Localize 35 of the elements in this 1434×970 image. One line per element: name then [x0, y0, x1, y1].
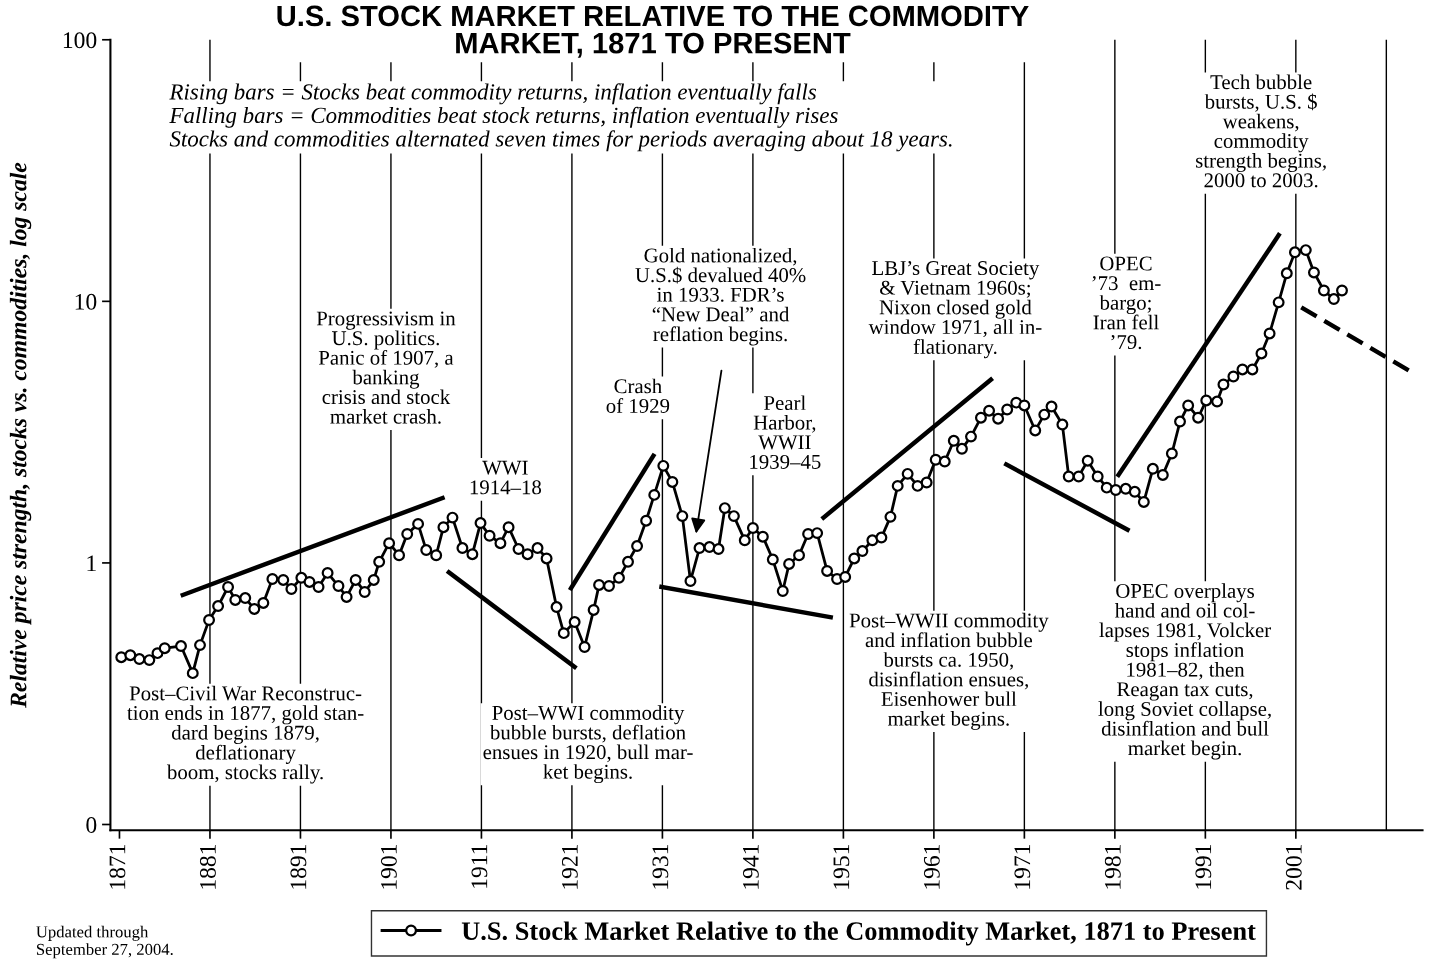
- x-tick-label: 1871: [109, 844, 126, 889]
- annotation: Post–WWI commodity bubble bursts, deflation ensues in 1920, bull mar- ket begins.: [483, 705, 693, 784]
- x-tick-label: 1931: [652, 844, 669, 889]
- text: Rising bars = Stocks beat commodity returns, inflation eventually falls Falling bars = Commodities beat stock returns, inflation eventually rises Stocks and commodities alternated seven times for periods averaging about 18 years.: [169, 83, 952, 152]
- annotation: OPEC ’73 em- bargo; Iran fell ’79.: [1092, 256, 1161, 350]
- x-tick-label: 1951: [833, 844, 850, 889]
- annotation: LBJ’s Great Society & Vietnam 1960s; Nixon closed gold window 1971, all in- flationary.: [868, 261, 1042, 359]
- x-tick-label: 1971: [1014, 844, 1031, 889]
- x-tick-label: 1891: [290, 844, 307, 889]
- x-tick-label: 1981: [1104, 844, 1121, 889]
- y-tick-label: 10: [75, 293, 97, 310]
- y-tick-label: 1: [87, 555, 96, 572]
- annotation: Tech bubble bursts, U.S. $ weakens, commodity strength begins, 2000 to 2003.: [1196, 74, 1326, 188]
- x-tick-label: 1901: [380, 844, 397, 889]
- x-tick-label: 1881: [199, 844, 216, 889]
- x-tick-label: 2001: [1285, 844, 1302, 890]
- x-tick-label: 1921: [561, 844, 578, 889]
- y-tick-label: 0: [86, 816, 97, 833]
- annotation: Pearl Harbor, WWII 1939–45: [750, 395, 821, 469]
- annotation: Progressivism in U.S. politics. Panic of 1907, a banking crisis and stock market crash.: [316, 311, 456, 424]
- legend-label: U.S. Stock Market Relative to the Commodity Market, 1871 to Present: [461, 921, 1256, 946]
- x-tick-label: 1911: [471, 844, 488, 888]
- chart-title: U.S. STOCK MARKET RELATIVE TO THE COMMODITY MARKET, 1871 TO PRESENT: [277, 5, 1029, 58]
- y-axis-title: Relative price strength, stocks vs. commodities, log scale: [9, 162, 32, 708]
- annotation: Crash of 1929: [606, 378, 670, 413]
- annotation: Post–WWII commodity and inflation bubble bursts ca. 1950, disinflation ensues, Eisenhower bull market begins.: [849, 612, 1049, 730]
- y-tick-label: 100: [63, 32, 97, 49]
- annotation: Post–Civil War Reconstruc- tion ends in 1877, gold stan- dard begins 1879, deflationary boom, stocks rally.: [127, 685, 364, 784]
- x-tick-label: 1991: [1195, 844, 1212, 889]
- annotation: Gold nationalized, U.S.$ devalued 40% in 1933. FDR’s “New Deal” and reflation begins.: [635, 247, 806, 346]
- annotation: WWI 1914–18: [470, 460, 542, 495]
- text: Updated through September 27, 2004.: [36, 925, 173, 959]
- x-tick-label: 1941: [742, 844, 759, 889]
- text: OPEC overplays hand and oil col- lapses 1981, Volcker stops inflation 1981–82, then Reagan tax cuts, long Soviet collapse, disinflation and bull market begin.: [1098, 583, 1271, 760]
- x-tick-label: 1961: [923, 844, 940, 889]
